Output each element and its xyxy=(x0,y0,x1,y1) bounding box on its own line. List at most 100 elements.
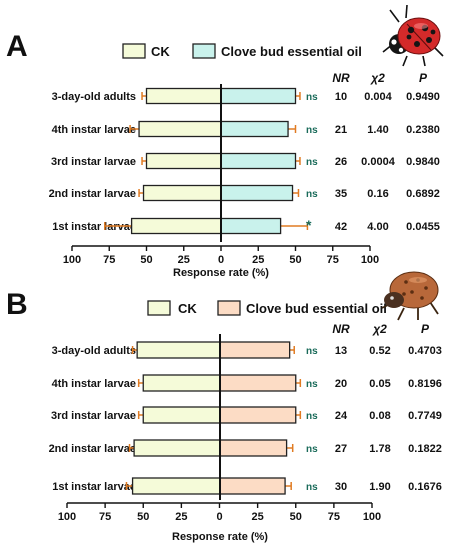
bar-ck-b-0 xyxy=(136,341,221,359)
x-tick-label-b-3: 25 xyxy=(175,511,187,523)
significance-label-a-4: * xyxy=(306,217,312,233)
category-label-b-0: 3-day-old adults xyxy=(52,345,136,357)
x-tick-label-a-6: 50 xyxy=(289,254,301,266)
legend-swatch-ck-b xyxy=(147,300,171,316)
stats-chi2-b-2: 0.08 xyxy=(369,410,390,422)
significance-label-a-0: ns xyxy=(306,92,318,103)
stats-chi2-a-3: 0.16 xyxy=(367,188,388,200)
x-axis-ticks-a: 100 75 50 25 0 25 50 75 100 xyxy=(63,246,379,266)
bar-oil-b-4 xyxy=(219,477,286,495)
significance-label-a-1: ns xyxy=(306,125,318,136)
stats-header-chi2-b: χ2 xyxy=(371,322,387,336)
legend-label-oil-a: Clove bud essential oil xyxy=(221,44,362,59)
bar-ck-a-3 xyxy=(142,184,222,202)
stats-header-nr-b: NR xyxy=(332,322,350,336)
x-axis-ticks-b: 100 75 50 25 0 25 50 75 100 xyxy=(58,503,381,523)
bar-oil-b-2 xyxy=(219,406,297,424)
x-tick-label-b-6: 50 xyxy=(290,511,302,523)
bar-ck-b-2 xyxy=(142,406,221,424)
bar-oil-b-0 xyxy=(219,341,291,359)
legend-swatch-oil-a xyxy=(192,43,216,59)
bar-ck-a-2 xyxy=(145,152,222,170)
panel-b: B CK Clove bud essential oil NR χ2 P xyxy=(6,271,442,543)
x-tick-label-a-8: 100 xyxy=(361,254,379,266)
significance-label-b-3: ns xyxy=(306,444,318,455)
x-tick-label-b-4: 0 xyxy=(216,511,222,523)
stats-p-a-0: 0.9490 xyxy=(406,91,440,103)
significance-label-b-0: ns xyxy=(306,346,318,357)
stats-header-nr-a: NR xyxy=(332,71,350,85)
stats-nr-a-2: 26 xyxy=(335,156,347,168)
x-tick-label-a-1: 75 xyxy=(103,254,115,266)
stats-p-a-1: 0.2380 xyxy=(406,124,440,136)
stats-nr-a-1: 21 xyxy=(335,124,347,136)
x-tick-label-b-2: 50 xyxy=(137,511,149,523)
x-axis-label-b: Response rate (%) xyxy=(172,531,268,543)
legend-label-ck-b: CK xyxy=(178,301,197,316)
bar-oil-a-2 xyxy=(220,152,297,170)
stats-header-chi2-a: χ2 xyxy=(369,71,385,85)
stats-nr-b-3: 27 xyxy=(335,443,347,455)
legend-swatch-ck-a xyxy=(122,43,146,59)
stats-chi2-b-4: 1.90 xyxy=(369,481,390,493)
stats-nr-b-1: 20 xyxy=(335,378,347,390)
stats-header-p-a: P xyxy=(419,71,428,85)
category-label-a-3: 2nd instar larvae xyxy=(49,188,136,200)
stats-p-b-4: 0.1676 xyxy=(408,481,442,493)
x-tick-label-a-0: 100 xyxy=(63,254,81,266)
bar-oil-b-1 xyxy=(219,374,297,392)
stats-p-b-2: 0.7749 xyxy=(408,410,442,422)
significance-label-a-3: ns xyxy=(306,189,318,200)
x-tick-label-a-7: 75 xyxy=(327,254,339,266)
bar-oil-b-3 xyxy=(219,439,288,457)
bar-ck-a-4 xyxy=(130,217,222,235)
x-tick-label-a-5: 25 xyxy=(252,254,264,266)
category-label-a-2: 3rd instar larvae xyxy=(51,156,136,168)
panel-label-b: B xyxy=(6,288,28,321)
stats-nr-a-3: 35 xyxy=(335,188,347,200)
stats-chi2-a-4: 4.00 xyxy=(367,221,388,233)
x-tick-label-a-4: 0 xyxy=(218,254,224,266)
bar-ck-b-3 xyxy=(133,439,221,457)
bar-ck-a-1 xyxy=(138,120,222,138)
category-label-b-4: 1st instar larvae xyxy=(52,481,136,493)
panel-label-a: A xyxy=(6,30,28,63)
bar-ck-a-0 xyxy=(145,87,222,105)
x-tick-label-b-1: 75 xyxy=(99,511,111,523)
stats-p-b-1: 0.8196 xyxy=(408,378,442,390)
ladybug-larva-icon xyxy=(381,271,439,321)
panel-a: A CK Clove bud essential oil xyxy=(6,4,444,279)
bars-a: 3-day-old adults ns 10 0.004 0.9490 4th insta… xyxy=(49,87,440,235)
bar-oil-a-4 xyxy=(220,217,282,235)
bar-oil-a-1 xyxy=(220,120,289,138)
legend-label-oil-b: Clove bud essential oil xyxy=(246,301,387,316)
stats-chi2-b-0: 0.52 xyxy=(369,345,390,357)
bars-b: 3-day-old adults ns 13 0.52 0.4703 4th instar… xyxy=(49,341,442,495)
x-tick-label-b-5: 25 xyxy=(252,511,264,523)
stats-chi2-b-1: 0.05 xyxy=(369,378,390,390)
x-tick-label-a-3: 25 xyxy=(178,254,190,266)
stats-p-a-4: 0.0455 xyxy=(406,221,440,233)
significance-label-b-4: ns xyxy=(306,482,318,493)
x-tick-label-b-7: 75 xyxy=(328,511,340,523)
stats-chi2-a-0: 0.004 xyxy=(364,91,392,103)
stats-chi2-b-3: 1.78 xyxy=(369,443,390,455)
legend-swatch-oil-b xyxy=(217,300,241,316)
category-label-a-4: 1st instar larvae xyxy=(52,221,136,233)
category-label-b-3: 2nd instar larvae xyxy=(49,443,136,455)
x-tick-label-b-8: 100 xyxy=(363,511,381,523)
bar-oil-a-3 xyxy=(220,184,294,202)
significance-label-a-2: ns xyxy=(306,157,318,168)
x-axis-label-a: Response rate (%) xyxy=(173,267,269,279)
category-label-b-2: 3rd instar larvae xyxy=(51,410,136,422)
stats-p-b-3: 0.1822 xyxy=(408,443,442,455)
significance-label-b-2: ns xyxy=(306,411,318,422)
bar-ck-b-1 xyxy=(142,374,221,392)
x-tick-label-b-0: 100 xyxy=(58,511,76,523)
stats-p-a-3: 0.6892 xyxy=(406,188,440,200)
significance-label-b-1: ns xyxy=(306,379,318,390)
bar-ck-b-4 xyxy=(131,477,221,495)
stats-nr-b-4: 30 xyxy=(335,481,347,493)
stats-nr-a-0: 10 xyxy=(335,91,347,103)
ladybug-adult-icon xyxy=(382,4,444,67)
